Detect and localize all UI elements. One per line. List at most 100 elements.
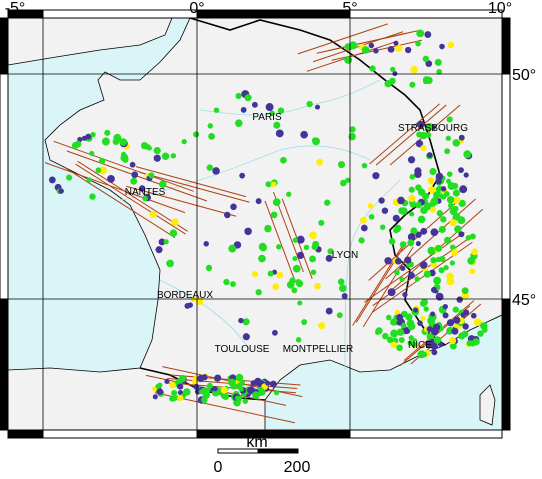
epicenter [258,254,266,263]
epicenter [402,292,408,298]
epicenter [394,257,402,265]
city-label: MONTPELLIER [283,344,354,355]
epicenter [273,121,281,129]
epicenter [452,306,459,313]
epicenter [198,389,205,395]
epicenter [310,269,317,275]
epicenter [449,342,457,350]
epicenter [295,278,302,285]
frame-tick [42,9,198,19]
epicenter [429,206,436,213]
epicenter [208,132,216,140]
epicenter [358,237,365,244]
longitude-label: 10° [488,0,512,17]
epicenter [423,306,429,312]
epicenter [390,341,398,349]
epicenter [203,241,209,247]
epicenter [395,226,401,233]
epicenter [431,349,438,356]
frame-tick [0,73,9,300]
epicenter [207,123,214,129]
epicenter [345,177,351,183]
epicenter [458,231,465,238]
frame-tick [501,73,511,300]
epicenter [381,207,389,214]
longitude-label: 0° [189,0,204,17]
epicenter [270,211,278,219]
epicenter [446,116,453,123]
city-label: PARIS [252,112,282,123]
epicenter [416,120,425,129]
epicenter [265,380,271,386]
epicenter [318,322,326,330]
epicenter [404,256,412,264]
epicenter [453,316,461,324]
epicenter [426,332,435,341]
epicenter [292,237,299,243]
epicenter [295,337,302,343]
epicenter [415,241,421,247]
epicenter [451,248,459,257]
epicenter [405,46,412,54]
epicenter [86,177,92,183]
epicenter [449,219,457,227]
epicenter [458,167,464,173]
epicenter [292,256,298,262]
fault [364,231,465,303]
epicenter [325,254,333,262]
epicenter [369,65,376,72]
epicenter [425,60,433,67]
epicenter [456,296,463,303]
epicenter [306,100,313,108]
city-label: TOULOUSE [215,344,270,355]
epicenter [368,42,375,49]
epicenter [139,185,146,192]
epicenter [301,319,308,326]
epicenter [296,251,305,260]
epicenter [396,328,405,336]
epicenter [439,43,445,50]
epicenter [446,319,455,327]
epicenter [408,186,415,193]
epicenter [440,186,447,192]
epicenter [473,318,482,327]
epicenter [240,106,247,113]
epicenter [477,330,484,337]
frame-tick [196,9,351,19]
epicenter [158,180,167,188]
epicenter [155,383,161,389]
epicenter [398,207,406,215]
epicenter [374,329,381,335]
frame-tick [196,429,351,439]
epicenter [444,236,451,244]
epicenter [361,162,368,169]
epicenter [444,148,451,155]
fault [53,140,194,192]
epicenter [131,171,139,179]
epicenter [449,260,455,266]
epicenter [414,167,422,175]
epicenters [48,29,488,407]
epicenter [213,107,220,113]
river [119,145,371,201]
epicenter [408,194,416,202]
epicenter [286,281,295,289]
epicenter [89,150,95,157]
scale-label: 0 [214,459,223,476]
atlantic-sea [8,18,191,373]
epicenter [265,103,274,112]
river [159,279,251,351]
epicenter [390,318,398,326]
epicenter [399,241,407,248]
epicenter [223,278,230,286]
epicenter [458,332,466,340]
epicenter [170,153,177,159]
epicenter [462,323,469,330]
epicenter [416,131,423,138]
epicenter [309,255,316,263]
epicenter [419,261,428,269]
epicenter [252,271,259,278]
epicenter [463,309,470,316]
epicenter [58,188,64,194]
epicenter [433,191,441,199]
